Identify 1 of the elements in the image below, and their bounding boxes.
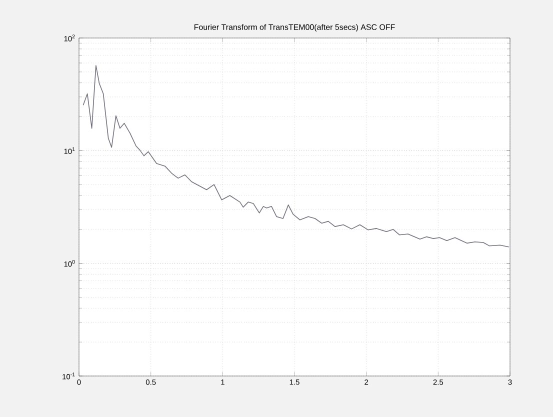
line-series — [82, 65, 509, 248]
